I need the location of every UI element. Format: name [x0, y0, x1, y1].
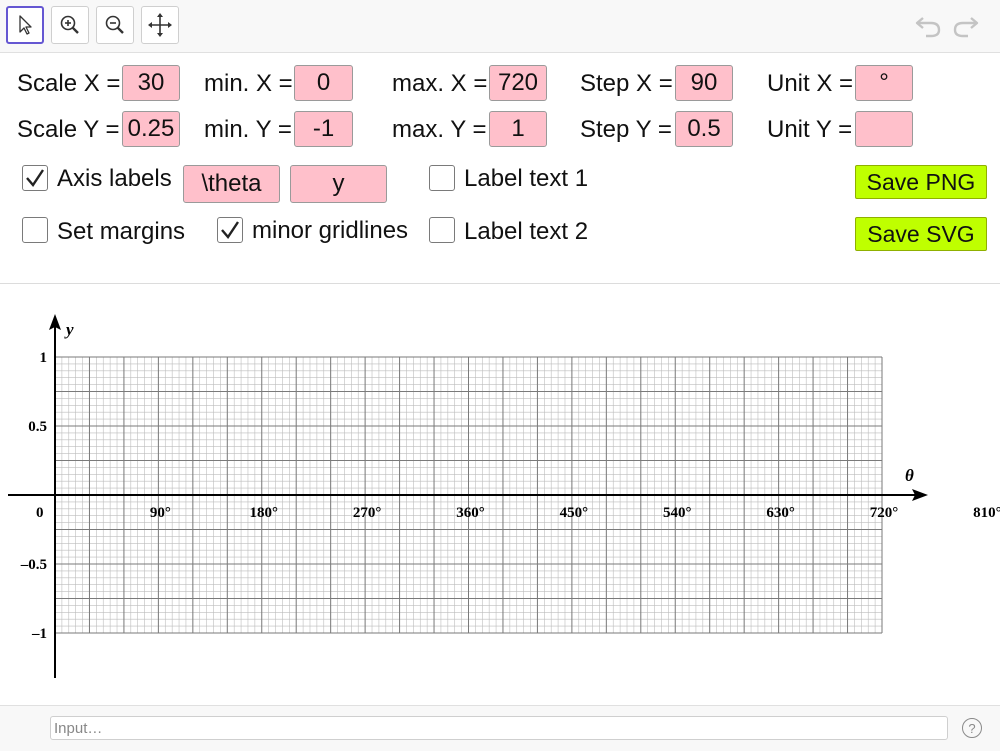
y-axis-label-input[interactable]: y — [290, 165, 387, 203]
move-arrows-icon — [148, 13, 172, 37]
minor-gridlines-checkbox[interactable] — [217, 217, 243, 243]
min-y-label: min. Y = — [204, 116, 292, 143]
max-x-input[interactable]: 720 — [489, 65, 547, 101]
save-png-button[interactable]: Save PNG — [855, 165, 987, 199]
save-svg-button[interactable]: Save SVG — [855, 217, 987, 251]
algebra-input[interactable]: Input… — [50, 716, 948, 740]
zoom-out-button[interactable] — [96, 6, 134, 44]
min-x-label: min. X = — [204, 70, 293, 97]
unit-y-input[interactable] — [855, 111, 913, 147]
x-tick-label: 810° — [973, 505, 1000, 521]
scale-x-label: Scale X = — [17, 70, 121, 97]
axes — [8, 314, 928, 678]
checkmark-icon — [26, 169, 44, 187]
min-y-input[interactable]: -1 — [294, 111, 353, 147]
set-margins-checkbox[interactable] — [22, 217, 48, 243]
pan-view-button[interactable] — [141, 6, 179, 44]
graph-canvas[interactable]: 90° 180° 270° 360° 450° 540° 630° 720° 810° 1 0.5… — [0, 290, 1000, 700]
y-tick-labels: 1 0.5 –0.5 –1 — [20, 350, 47, 642]
y-tick-label: –1 — [31, 626, 47, 642]
y-tick-label: 1 — [40, 350, 48, 366]
x-tick-label: 270° — [353, 505, 382, 521]
undo-button[interactable] — [913, 10, 943, 40]
x-tick-label: 360° — [456, 505, 485, 521]
x-tick-label: 540° — [663, 505, 692, 521]
x-tick-label: 450° — [560, 505, 589, 521]
y-axis-title: y — [64, 320, 74, 339]
x-tick-label: 180° — [250, 505, 279, 521]
label-text-1-checkbox[interactable] — [429, 165, 455, 191]
origin-label: 0 — [36, 505, 44, 521]
step-x-input[interactable]: 90 — [675, 65, 733, 101]
zoom-in-icon — [60, 15, 79, 34]
axis-labels-checkbox[interactable] — [22, 165, 48, 191]
min-x-input[interactable]: 0 — [294, 65, 353, 101]
redo-button[interactable] — [951, 10, 981, 40]
help-icon[interactable]: ? — [962, 718, 982, 738]
x-axis-label-input[interactable]: \theta — [183, 165, 280, 203]
step-y-input[interactable]: 0.5 — [675, 111, 733, 147]
scale-y-label: Scale Y = — [17, 116, 120, 143]
unit-y-label: Unit Y = — [767, 116, 853, 143]
unit-x-label: Unit X = — [767, 70, 854, 97]
scale-x-input[interactable]: 30 — [122, 65, 180, 101]
checkmark-icon — [221, 221, 239, 239]
move-tool-button[interactable] — [6, 6, 44, 44]
unit-x-input[interactable]: ° — [855, 65, 913, 101]
toolbar — [0, 0, 1000, 53]
axis-labels-label: Axis labels — [57, 165, 172, 192]
label-text-2-label: Label text 2 — [464, 218, 589, 245]
x-tick-label: 90° — [150, 505, 171, 521]
x-tick-label: 720° — [870, 505, 899, 521]
settings-panel: Scale X = 30 min. X = 0 max. X = 720 Ste… — [0, 53, 1000, 284]
max-x-label: max. X = — [392, 70, 488, 97]
zoom-out-icon — [105, 15, 124, 34]
arrow-pointer-icon — [19, 15, 32, 35]
redo-icon — [953, 17, 979, 38]
step-x-label: Step X = — [580, 70, 673, 97]
x-tick-label: 630° — [766, 505, 795, 521]
graph-view[interactable]: 90° 180° 270° 360° 450° 540° 630° 720° 810° 1 0.5… — [0, 290, 1000, 700]
undo-icon — [915, 17, 941, 38]
max-y-input[interactable]: 1 — [489, 111, 547, 147]
x-axis-arrow-icon — [912, 489, 928, 501]
y-tick-label: –0.5 — [20, 557, 47, 573]
x-axis-title: θ — [905, 466, 914, 485]
x-tick-labels: 90° 180° 270° 360° 450° 540° 630° 720° 810° — [150, 505, 1000, 521]
y-axis-arrow-icon — [49, 314, 61, 330]
zoom-in-button[interactable] — [51, 6, 89, 44]
max-y-label: max. Y = — [392, 116, 487, 143]
set-margins-label: Set margins — [57, 218, 186, 245]
y-tick-label: 0.5 — [28, 419, 47, 435]
step-y-label: Step Y = — [580, 116, 672, 143]
scale-y-input[interactable]: 0.25 — [122, 111, 180, 147]
label-text-2-checkbox[interactable] — [429, 217, 455, 243]
label-text-1-label: Label text 1 — [464, 165, 589, 192]
minor-gridlines-label: minor gridlines — [252, 217, 409, 244]
input-bar: Input… ? — [0, 705, 1000, 751]
